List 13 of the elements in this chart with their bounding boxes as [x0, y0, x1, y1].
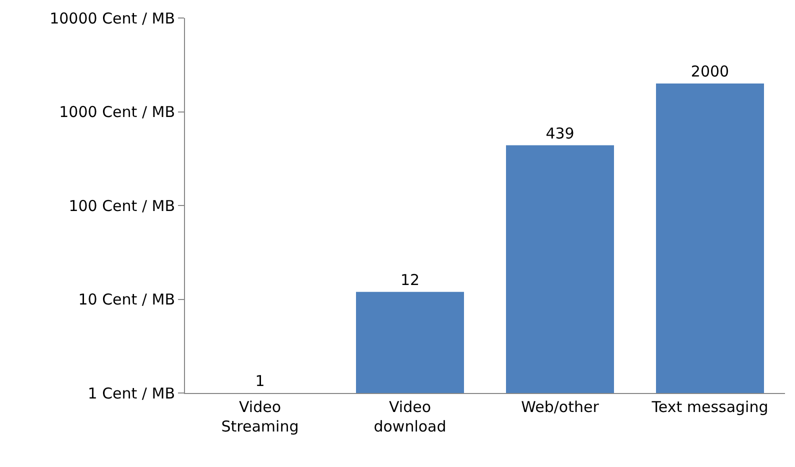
y-tick-label: 1000 Cent / MB	[59, 103, 175, 121]
data-label: 1	[255, 372, 265, 390]
y-tick-label: 10 Cent / MB	[78, 290, 175, 308]
data-label: 439	[546, 124, 574, 142]
data-label: 2000	[690, 62, 730, 81]
x-tick-label: Web/other	[521, 398, 600, 416]
x-tick-label: Text messaging	[650, 398, 768, 416]
data-label: 12	[400, 270, 420, 289]
x-tick-label: Video download	[374, 398, 446, 436]
y-tick-label: 100 Cent / MB	[68, 196, 175, 215]
y-tick-label: 1 Cent / MB	[88, 384, 175, 402]
x-tick-label: Video Streaming	[221, 398, 299, 436]
y-tick-label: 10000 Cent / MB	[50, 9, 175, 28]
